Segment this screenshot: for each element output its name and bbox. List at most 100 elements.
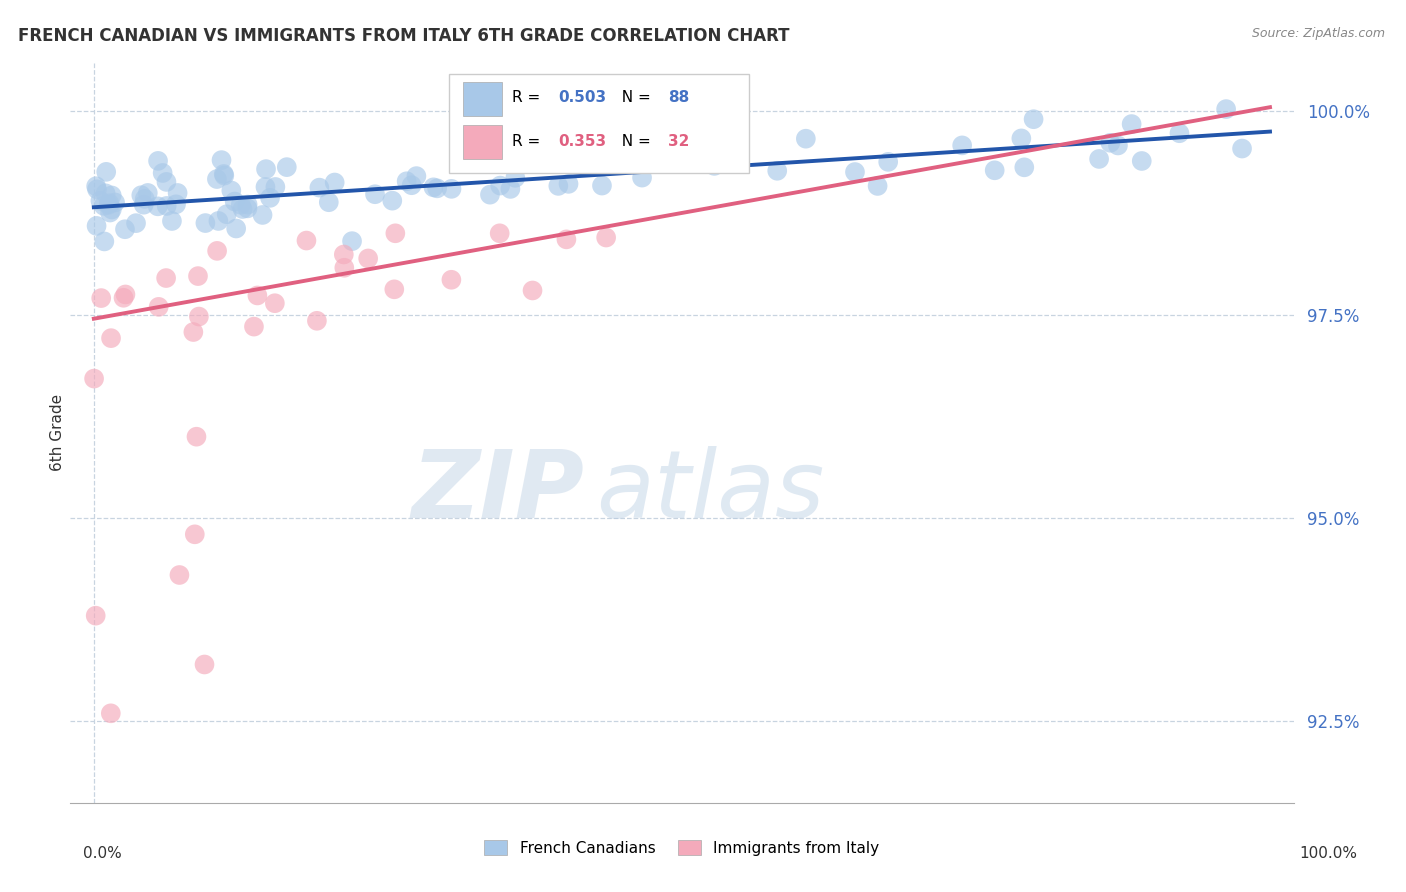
Point xyxy=(713,148,735,162)
Point xyxy=(395,174,418,188)
Point xyxy=(252,208,274,222)
Point xyxy=(100,331,122,345)
Point xyxy=(263,296,285,310)
Point xyxy=(100,706,122,721)
Point xyxy=(555,232,578,246)
Point xyxy=(86,219,108,233)
Point xyxy=(205,244,228,258)
Point xyxy=(205,172,228,186)
Point xyxy=(384,227,406,241)
Point xyxy=(382,282,405,296)
Point xyxy=(187,310,209,324)
Point xyxy=(499,182,522,196)
Point xyxy=(212,167,235,181)
Point xyxy=(94,186,117,201)
Point xyxy=(381,194,404,208)
Point xyxy=(114,222,136,236)
Point xyxy=(224,194,246,209)
Point xyxy=(214,169,236,183)
Point xyxy=(364,187,387,202)
Point xyxy=(591,178,613,193)
FancyBboxPatch shape xyxy=(463,82,502,116)
Point xyxy=(232,202,254,216)
Text: 0.503: 0.503 xyxy=(558,90,606,105)
Point xyxy=(1022,112,1045,127)
Point xyxy=(211,153,233,167)
Point xyxy=(254,180,277,194)
Text: N =: N = xyxy=(612,134,655,149)
Point xyxy=(156,199,179,213)
Point xyxy=(229,198,252,212)
Point xyxy=(1107,138,1129,153)
Point xyxy=(440,182,463,196)
Text: R =: R = xyxy=(512,90,546,105)
Text: ZIP: ZIP xyxy=(411,446,583,538)
Point xyxy=(146,153,169,168)
FancyBboxPatch shape xyxy=(450,73,749,173)
Point xyxy=(160,214,183,228)
Text: 0.353: 0.353 xyxy=(558,134,606,149)
Point xyxy=(264,180,287,194)
Point xyxy=(1215,102,1237,116)
Point xyxy=(254,162,277,177)
Point xyxy=(186,430,208,444)
Point xyxy=(1014,161,1036,175)
Point xyxy=(631,170,654,185)
Point xyxy=(96,165,118,179)
Point xyxy=(134,192,156,206)
Point xyxy=(357,252,380,266)
Point xyxy=(866,178,889,193)
Point xyxy=(89,194,111,208)
Text: Source: ZipAtlas.com: Source: ZipAtlas.com xyxy=(1251,27,1385,40)
Text: 32: 32 xyxy=(668,134,690,149)
Point xyxy=(595,230,617,244)
Point xyxy=(169,568,191,582)
Point xyxy=(101,202,124,217)
Point xyxy=(478,187,501,202)
Text: N =: N = xyxy=(612,90,655,105)
Point xyxy=(136,186,159,200)
Point xyxy=(308,180,330,194)
Point xyxy=(90,291,112,305)
Point xyxy=(112,291,135,305)
Point xyxy=(98,196,121,211)
Point xyxy=(522,284,544,298)
Text: 100.0%: 100.0% xyxy=(1299,846,1358,861)
Point xyxy=(114,287,136,301)
Point xyxy=(422,180,444,194)
Point xyxy=(155,175,177,189)
Point xyxy=(193,657,215,672)
Point xyxy=(333,260,356,275)
Point xyxy=(505,170,527,185)
Point xyxy=(844,165,866,179)
Point xyxy=(877,154,900,169)
Point xyxy=(152,166,174,180)
Text: 0.0%: 0.0% xyxy=(83,846,122,861)
Point xyxy=(794,131,817,145)
FancyBboxPatch shape xyxy=(463,125,502,160)
Point xyxy=(93,235,115,249)
Y-axis label: 6th Grade: 6th Grade xyxy=(49,394,65,471)
Point xyxy=(146,199,169,213)
Point xyxy=(207,214,229,228)
Point xyxy=(1088,152,1111,166)
Point xyxy=(84,608,107,623)
Point xyxy=(236,197,259,211)
Point xyxy=(243,319,266,334)
Point xyxy=(547,178,569,193)
Point xyxy=(86,182,108,196)
Point xyxy=(318,195,340,210)
Point xyxy=(488,227,510,241)
Point xyxy=(440,273,463,287)
Point xyxy=(148,300,170,314)
Point xyxy=(236,202,259,216)
Point xyxy=(1230,142,1253,156)
Point xyxy=(323,176,346,190)
Point xyxy=(194,216,217,230)
Point xyxy=(125,216,148,230)
Point xyxy=(166,186,188,200)
Point xyxy=(97,198,120,212)
Point xyxy=(426,181,449,195)
Point xyxy=(98,205,121,219)
Point xyxy=(295,234,318,248)
